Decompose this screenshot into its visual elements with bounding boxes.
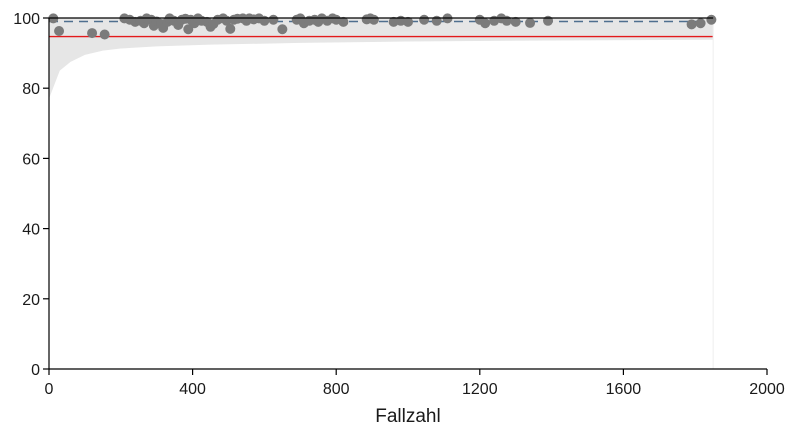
data-point	[259, 15, 270, 26]
data-point	[706, 14, 717, 25]
data-point	[480, 18, 491, 29]
data-point	[431, 15, 442, 26]
data-point	[338, 16, 349, 27]
data-point	[695, 18, 706, 29]
x-tick-label: 1200	[462, 381, 498, 398]
plot-area	[48, 13, 767, 369]
y-tick-label: 60	[22, 151, 40, 168]
data-point	[368, 14, 379, 25]
y-tick-label: 0	[31, 362, 40, 379]
y-tick-label: 100	[13, 11, 40, 28]
confidence-band	[49, 18, 714, 99]
data-point	[686, 19, 697, 30]
plot-background	[49, 18, 767, 369]
y-tick-label: 20	[22, 292, 40, 309]
x-tick-label: 1600	[606, 381, 642, 398]
data-point	[99, 29, 110, 40]
y-ticks: 0 20 40 60 80 100	[13, 11, 49, 379]
data-point	[501, 15, 512, 26]
data-point	[225, 23, 236, 34]
data-point	[87, 28, 98, 39]
axes: 0 400 800 1200 1600 2000 0 20 40 60 80 100	[13, 11, 785, 398]
data-point	[54, 25, 65, 36]
y-tick-label: 80	[22, 81, 40, 98]
data-point	[419, 14, 430, 25]
data-point	[543, 15, 554, 26]
x-tick-label: 800	[323, 381, 350, 398]
x-tick-label: 400	[179, 381, 206, 398]
x-tick-label: 2000	[749, 381, 785, 398]
data-point	[277, 24, 288, 35]
y-tick-label: 40	[22, 222, 40, 239]
data-point	[510, 16, 521, 27]
data-point	[525, 17, 536, 28]
x-axis-title: Fallzahl	[375, 406, 440, 427]
x-ticks: 0 400 800 1200 1600 2000	[45, 369, 785, 398]
x-tick-label: 0	[45, 381, 54, 398]
data-point	[183, 24, 194, 35]
data-points	[48, 13, 717, 40]
data-point	[268, 14, 279, 25]
data-point	[403, 16, 413, 27]
